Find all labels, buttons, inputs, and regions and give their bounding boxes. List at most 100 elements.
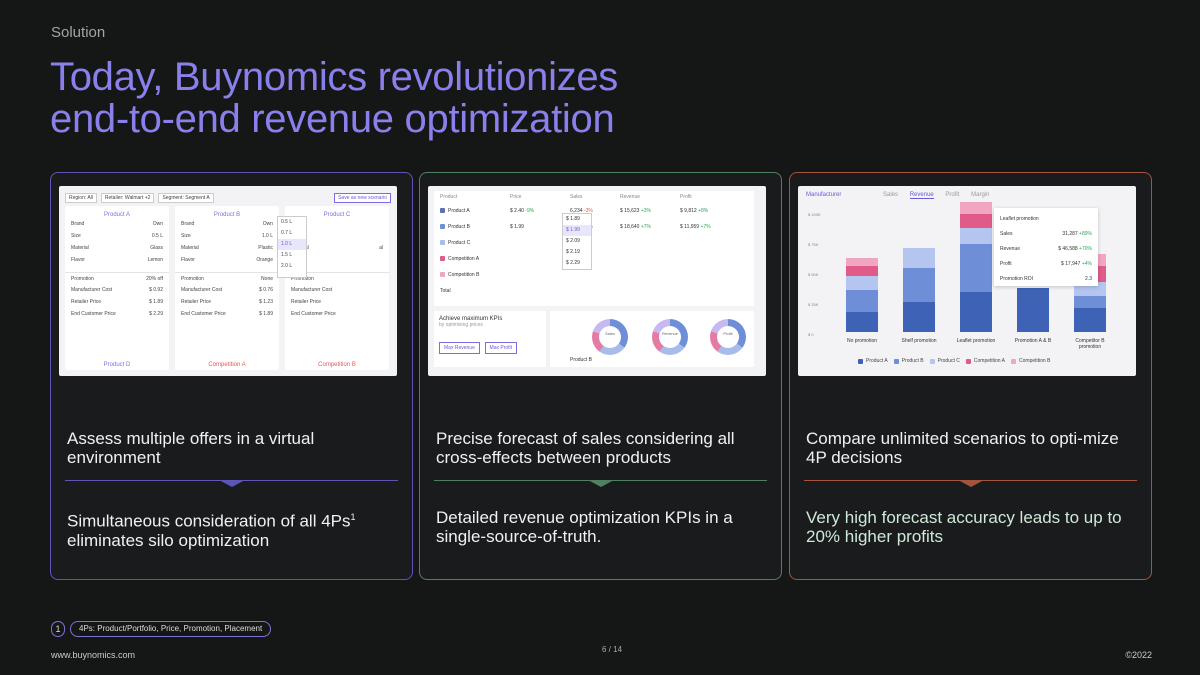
max-profit-button: Max Profit	[484, 342, 518, 354]
tooltip-title: Leaflet promotion	[1000, 216, 1039, 222]
attribute-value: $ 2.29	[149, 311, 163, 317]
attribute-label: Flavor	[181, 257, 195, 263]
tooltip-number: $ 46,588	[1058, 246, 1078, 252]
price-dropdown: $ 1.89 $ 1.99 $ 2.09 $ 2.19 $ 2.29	[562, 213, 592, 270]
attribute-label: Promotion	[71, 276, 94, 282]
price-option: $ 1.89	[566, 216, 580, 222]
product-swatch	[440, 208, 445, 214]
profit-donut-label: Profit	[723, 331, 733, 336]
product-row: Product B$ 1.999,367 -2%$ 18,640 +7%$ 11…	[434, 219, 754, 235]
card-1-notch	[218, 480, 245, 487]
card-2-benefit: Detailed revenue optimization KPIs in a …	[436, 508, 733, 546]
product-cell: Competition A	[440, 251, 510, 267]
forecast-table: Product Price Sales Revenue Profit Product A…	[434, 191, 754, 306]
attribute-row: Size 1.0 L	[175, 230, 279, 242]
footnote-text: 4Ps: Product/Portfolio, Price, Promotion…	[70, 621, 272, 637]
size-option: 0.7 L	[281, 230, 293, 236]
tooltip-value: $ 17,947 +4%	[1061, 257, 1092, 272]
card-1-headline: Assess multiple offers in a virtual envi…	[67, 429, 315, 467]
profit-delta: +7%	[699, 224, 711, 230]
legend-item: Competition B	[1011, 358, 1050, 364]
attribute-row: Flavor Lemon	[65, 254, 169, 266]
max-revenue-button: Max Revenue	[439, 342, 480, 354]
segment-filter: Segment: Segment A	[158, 193, 214, 203]
tab-sales: Sales	[883, 192, 899, 198]
attribute-value: $ 1.89	[149, 299, 163, 305]
attribute-label: Manufacturer Cost	[181, 287, 223, 293]
y-tick: $ 0	[808, 332, 814, 337]
rev-delta: +7%	[639, 224, 652, 230]
product-name: Product A	[448, 208, 470, 214]
attribute-row: Retailer Price	[285, 296, 389, 308]
product-swatch	[440, 256, 445, 262]
attribute-label: Manufacturer Cost	[71, 287, 113, 293]
chart-bar	[903, 302, 935, 332]
attribute-row: Manufacturer Cost $ 0.76	[175, 284, 279, 296]
revenue-donut-label: Revenue	[661, 331, 678, 336]
legend-label: Competition A	[973, 358, 1006, 364]
card-forecast: Product Price Sales Revenue Profit Product A…	[419, 172, 782, 580]
attribute-label: End Customer Price	[291, 311, 336, 317]
sales-donut	[592, 319, 628, 355]
legend-item: Product B	[893, 358, 924, 364]
tooltip-value: $ 46,588 +70%	[1058, 242, 1092, 257]
x-axis-label: No promotion	[846, 338, 877, 344]
product-name: Competition B	[448, 272, 480, 278]
card-3-notch	[957, 480, 984, 487]
attribute-value: Orange	[256, 257, 273, 263]
price-cell: $ 2.40 -9%	[510, 203, 570, 219]
headline-line-1: Today, Buynomics revolutionizes	[50, 55, 619, 99]
chart-bar	[903, 268, 935, 302]
product-column-header: Product B	[213, 212, 241, 218]
product-column: Product B Brand Own Size 1.0 L Material Plasti…	[175, 206, 279, 370]
rev-cell: $ 15,623 +3%	[620, 203, 680, 219]
price-value: $ 2.40	[510, 208, 524, 214]
rev-value: $ 18,640	[620, 224, 640, 230]
product-row: Competition A	[434, 251, 754, 267]
region-filter: Region: All	[65, 193, 97, 203]
chart-bar	[846, 312, 878, 332]
attribute-value: $ 0.92	[149, 287, 163, 293]
scenario-builder-screenshot: Region: All Retailer: Walmart +2 Segment…	[59, 186, 397, 376]
attribute-row: Material Plastic	[175, 242, 279, 254]
tooltip-row: Sales 31,287 +89%	[1000, 227, 1092, 242]
card-3-benefit: Very high forecast accuracy leads to up …	[806, 508, 1122, 546]
column-header: Price	[510, 194, 522, 200]
chart-toolbar: Manufacturer Sales Revenue Profit Margin	[806, 192, 999, 199]
price-option: $ 2.29	[566, 260, 580, 266]
chart-bar	[1017, 288, 1049, 332]
product-row: Competition B	[434, 267, 754, 283]
attribute-label: Retailer Price	[291, 299, 322, 305]
attribute-label: Size	[71, 233, 81, 239]
tooltip-label: Sales	[1000, 231, 1013, 237]
tooltip-number: 31,287	[1062, 231, 1078, 237]
retailer-filter: Retailer: Walmart +2	[100, 193, 155, 203]
attribute-label: Material	[181, 245, 199, 251]
chart-bar	[846, 290, 878, 312]
product-cell: Product A	[440, 203, 510, 219]
y-tick: $ 100K	[808, 212, 821, 217]
tooltip-row: Revenue $ 46,588 +70%	[1000, 242, 1092, 257]
profit-donut	[710, 319, 746, 355]
x-axis-label: Shelf promotion	[901, 338, 937, 344]
kpi-panel: Achieve maximum KPIs by optimising price…	[434, 311, 546, 367]
attribute-row: Size 0.5 L	[65, 230, 169, 242]
tooltip-number: $ 17,947	[1060, 261, 1081, 267]
product-column-header: Product C	[323, 212, 351, 218]
tooltip-label: Revenue	[1000, 246, 1021, 252]
headline-line-2: end-to-end revenue optimization	[50, 97, 615, 141]
footer-url: www.buynomics.com	[51, 650, 136, 660]
chart-legend: Product A Product B Product C Competition A…	[858, 358, 1050, 364]
footnote-number: 1	[51, 621, 65, 637]
product-row: Product C	[434, 235, 754, 251]
attribute-label: Flavor	[71, 257, 85, 263]
x-axis-label: Leaflet promotion	[956, 338, 996, 344]
price-cell: $ 1.99	[510, 219, 570, 235]
attribute-label: Retailer Price	[71, 299, 102, 305]
attribute-value: 20% off	[146, 276, 163, 282]
card-scenarios: Manufacturer Sales Revenue Profit Margin…	[789, 172, 1152, 580]
attribute-row: Promotion	[285, 272, 389, 284]
profit-cell: $ 9,812 +8%	[680, 203, 740, 219]
page-number: 6 / 14	[602, 645, 623, 654]
forecast-table-header: Product Price Sales Revenue Profit	[434, 191, 754, 203]
